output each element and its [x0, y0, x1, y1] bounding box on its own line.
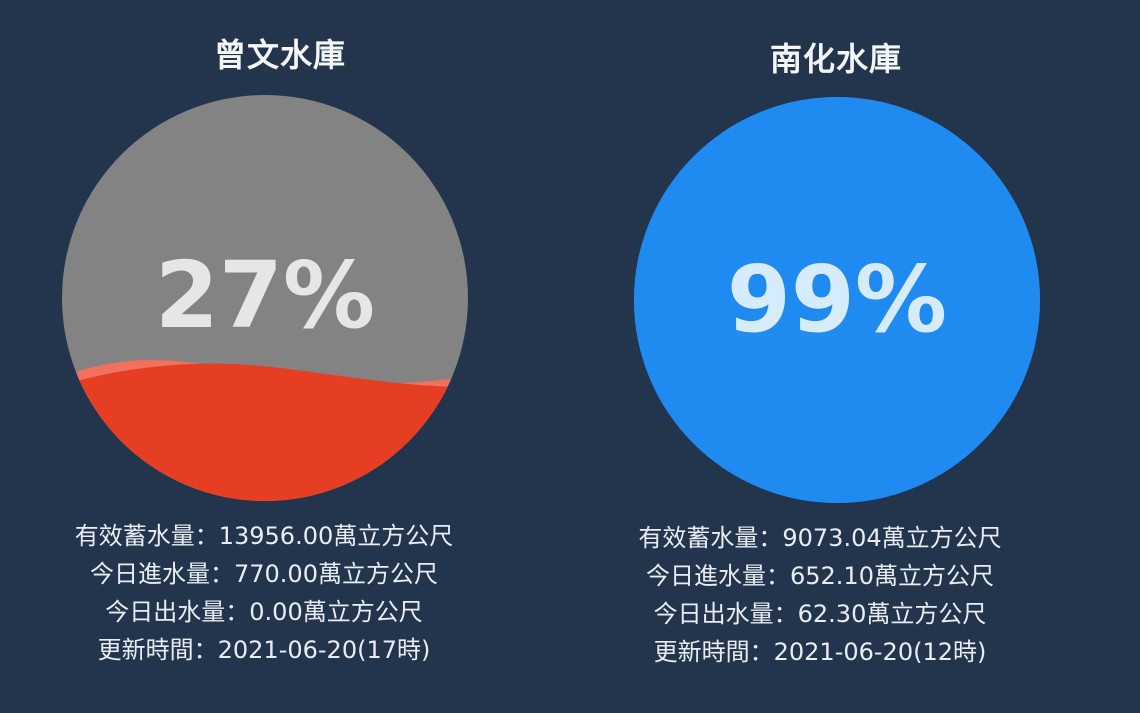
inflow-today: 今日進水量：770.00萬立方公尺 [90, 560, 438, 588]
gauge-water-fill [62, 363, 468, 501]
gauge-water-fill [634, 97, 1040, 503]
fill-percentage: 99% [727, 246, 947, 353]
water-level-gauge: 99% [634, 97, 1040, 503]
reservoir-info: 有效蓄水量：13956.00萬立方公尺 今日進水量：770.00萬立方公尺 今日… [0, 517, 544, 669]
reservoir-title: 南化水庫 [769, 40, 902, 78]
water-level-gauge: 27% [62, 95, 468, 501]
outflow-today: 今日出水量：0.00萬立方公尺 [105, 598, 423, 626]
update-time: 更新時間：2021-06-20(17時) [97, 636, 431, 664]
inflow-today: 今日進水量：652.10萬立方公尺 [646, 562, 994, 590]
effective-storage: 有效蓄水量：13956.00萬立方公尺 [74, 522, 454, 550]
effective-storage: 有效蓄水量：9073.04萬立方公尺 [638, 524, 1002, 552]
reservoir-card-zengwen: 曾文水庫 27% 有效蓄水量：13956.00萬立方公尺 今日進水量：770.0… [0, 0, 560, 713]
reservoir-info: 有效蓄水量：9073.04萬立方公尺 今日進水量：652.10萬立方公尺 今日出… [540, 519, 1100, 671]
outflow-today: 今日出水量：62.30萬立方公尺 [653, 600, 987, 628]
update-time: 更新時間：2021-06-20(12時) [653, 638, 987, 666]
fill-percentage: 27% [155, 242, 375, 349]
reservoir-title: 曾文水庫 [213, 36, 346, 74]
reservoir-card-nanhua: 南化水庫 99% 有效蓄水量：9073.04萬立方公尺 今日進水量：652.10… [556, 0, 1116, 713]
